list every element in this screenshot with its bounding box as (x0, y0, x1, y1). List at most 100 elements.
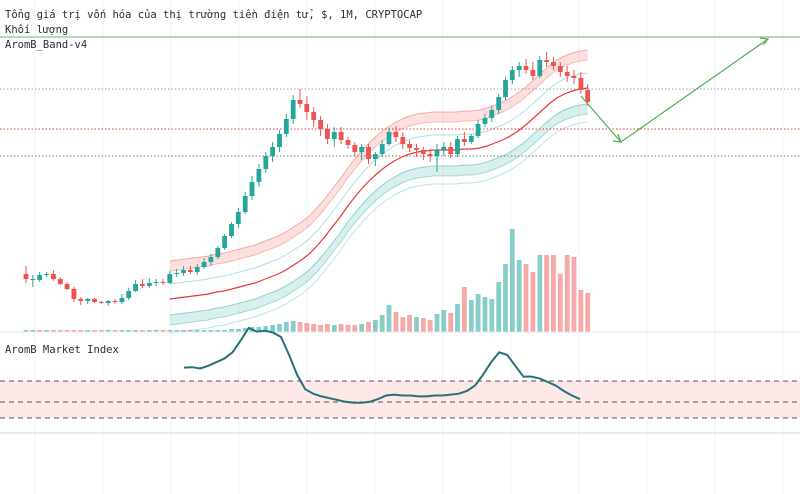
candle-body (523, 66, 529, 70)
candle-body (393, 132, 399, 137)
volume-bar (462, 287, 467, 332)
volume-bar (509, 229, 515, 332)
volume-bar (51, 330, 56, 332)
volume-bar (400, 317, 406, 332)
volume-bar (372, 320, 378, 332)
candle-body (420, 150, 426, 154)
basis-path (169, 87, 588, 300)
volume-bar (78, 330, 84, 332)
candle-body (133, 284, 138, 291)
candle-body (112, 301, 118, 302)
candle-body (119, 298, 125, 302)
volume-bar (57, 330, 63, 332)
lower-band-edge-inner (169, 113, 588, 326)
candle-body (64, 284, 70, 289)
volume-bar (551, 255, 556, 332)
candlestick-series (23, 52, 591, 306)
candle-body (482, 118, 488, 124)
volume-bar (174, 330, 180, 332)
chart-title[interactable]: Tổng giá trị vốn hóa của thị trường tiền… (5, 9, 422, 21)
reference-lines (0, 36, 800, 157)
candle-body (263, 156, 269, 169)
candle-body (448, 147, 454, 154)
candle-body (386, 132, 392, 144)
volume-bar (516, 260, 522, 332)
candle-body (146, 283, 152, 286)
candle-body (434, 150, 440, 156)
candle-body (126, 291, 132, 298)
volume-bar (194, 330, 200, 332)
volume-bar (30, 330, 36, 332)
volume-bar (544, 255, 549, 332)
volume-bar (407, 315, 412, 332)
volume-bar (338, 324, 344, 332)
candle-body (37, 275, 43, 280)
volume-bar (167, 330, 173, 332)
volume-bar (585, 293, 591, 332)
candle-body (160, 282, 166, 283)
volume-bar (208, 330, 214, 332)
candle-body (23, 274, 29, 279)
volume-bar (277, 324, 282, 332)
volume-bar (578, 290, 584, 332)
candle-body (194, 267, 200, 272)
volume-bar (126, 330, 132, 332)
candle-body (407, 144, 412, 148)
volume-bar (455, 304, 460, 332)
volume-bar (311, 324, 317, 332)
candle-body (496, 97, 502, 110)
volume-bar (434, 314, 440, 332)
candle-body (359, 147, 365, 152)
candle-body (181, 270, 186, 273)
volume-bar (304, 323, 310, 332)
volume-bar (153, 330, 159, 332)
volume-bar (503, 264, 508, 332)
candle-body (325, 129, 330, 139)
lower-band-fill (169, 104, 588, 325)
candle-body (249, 182, 255, 196)
arrow-head-mid (612, 133, 622, 143)
candle-body (516, 66, 522, 70)
candle-body (30, 279, 36, 280)
volume-bar (270, 325, 275, 332)
volume-legend[interactable]: Khối lượng (5, 24, 68, 36)
volume-bar (523, 264, 529, 332)
upper-band-edge-inner (169, 59, 588, 272)
candle-body (140, 284, 145, 286)
volume-bar (297, 322, 303, 332)
candle-body (283, 119, 289, 134)
candle-body (311, 112, 317, 120)
candle-body (338, 132, 344, 140)
candle-body (551, 62, 556, 66)
candle-body (174, 273, 180, 274)
volume-bar (140, 330, 145, 332)
candle-body (256, 169, 262, 182)
candle-body (455, 139, 460, 154)
volume-bar (496, 282, 502, 332)
candle-body (57, 279, 63, 284)
candle-body (366, 147, 371, 159)
candle-body (208, 257, 214, 262)
volume-bar (215, 330, 221, 332)
candle-body (462, 139, 467, 142)
index-zone (0, 381, 800, 418)
candle-body (85, 299, 91, 301)
candle-body (379, 144, 385, 154)
band-layer (169, 49, 588, 334)
volume-bar (366, 322, 371, 332)
candle-body (215, 248, 221, 257)
outer-lower-band (169, 121, 588, 334)
volume-bar (283, 322, 289, 332)
inner-upper-band (169, 72, 588, 285)
volume-bar (475, 294, 481, 332)
volume-bar (482, 297, 488, 332)
band-legend[interactable]: AromB_Band-v4 (5, 39, 87, 51)
candle-body (229, 224, 234, 236)
candle-body (304, 104, 310, 112)
index-legend[interactable]: AromB Market Index (5, 344, 119, 356)
volume-bar (420, 318, 426, 332)
candle-body (427, 154, 433, 156)
candle-body (44, 274, 49, 275)
candle-body (537, 60, 543, 76)
